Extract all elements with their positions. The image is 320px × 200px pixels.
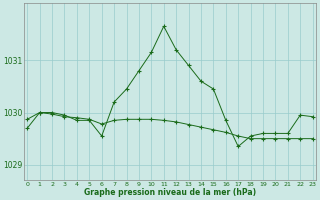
X-axis label: Graphe pression niveau de la mer (hPa): Graphe pression niveau de la mer (hPa) [84,188,256,197]
